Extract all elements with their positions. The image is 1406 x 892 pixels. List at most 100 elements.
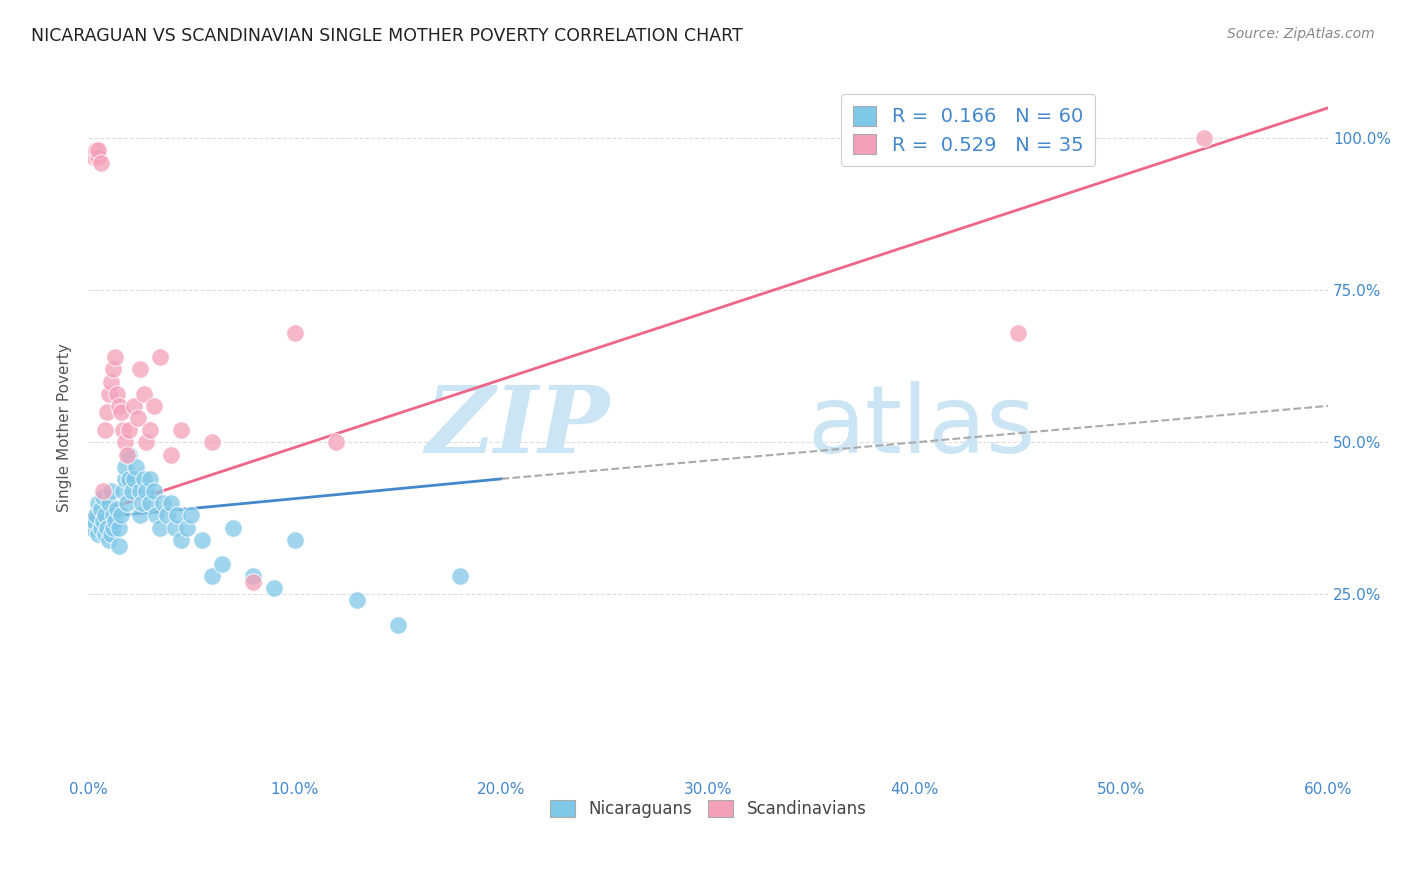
Point xyxy=(170,533,193,547)
Point xyxy=(449,569,471,583)
Point xyxy=(90,520,112,534)
Point xyxy=(156,508,179,523)
Point xyxy=(87,526,110,541)
Point xyxy=(125,459,148,474)
Point xyxy=(97,533,120,547)
Point xyxy=(211,557,233,571)
Point xyxy=(263,582,285,596)
Point xyxy=(96,520,118,534)
Point xyxy=(93,526,115,541)
Point xyxy=(242,575,264,590)
Y-axis label: Single Mother Poverty: Single Mother Poverty xyxy=(58,343,72,512)
Point xyxy=(100,483,122,498)
Point xyxy=(105,502,128,516)
Point xyxy=(108,520,131,534)
Point xyxy=(128,483,150,498)
Text: NICARAGUAN VS SCANDINAVIAN SINGLE MOTHER POVERTY CORRELATION CHART: NICARAGUAN VS SCANDINAVIAN SINGLE MOTHER… xyxy=(31,27,742,45)
Point xyxy=(159,448,181,462)
Point xyxy=(170,423,193,437)
Point xyxy=(132,386,155,401)
Point xyxy=(191,533,214,547)
Point xyxy=(242,569,264,583)
Point xyxy=(110,508,132,523)
Point xyxy=(122,399,145,413)
Point xyxy=(132,472,155,486)
Point xyxy=(135,483,157,498)
Point xyxy=(284,533,307,547)
Point xyxy=(112,483,135,498)
Point xyxy=(139,496,162,510)
Point xyxy=(1007,326,1029,340)
Point xyxy=(112,423,135,437)
Point xyxy=(90,155,112,169)
Point xyxy=(135,435,157,450)
Point xyxy=(114,459,136,474)
Point xyxy=(1192,131,1215,145)
Text: ZIP: ZIP xyxy=(425,382,609,472)
Point xyxy=(110,405,132,419)
Point xyxy=(152,496,174,510)
Point xyxy=(104,515,127,529)
Point xyxy=(114,435,136,450)
Point xyxy=(93,508,115,523)
Point xyxy=(86,508,108,523)
Point xyxy=(201,569,224,583)
Point xyxy=(86,144,108,158)
Point xyxy=(122,472,145,486)
Point xyxy=(91,515,114,529)
Point xyxy=(100,375,122,389)
Point xyxy=(118,423,141,437)
Point xyxy=(87,144,110,158)
Point xyxy=(87,496,110,510)
Point xyxy=(128,362,150,376)
Point xyxy=(93,423,115,437)
Point xyxy=(117,496,139,510)
Point xyxy=(180,508,202,523)
Point xyxy=(83,515,105,529)
Point xyxy=(139,423,162,437)
Point xyxy=(97,386,120,401)
Point xyxy=(97,496,120,510)
Point xyxy=(131,496,153,510)
Point xyxy=(346,593,368,607)
Point xyxy=(284,326,307,340)
Point xyxy=(91,490,114,504)
Point xyxy=(176,520,198,534)
Point xyxy=(128,508,150,523)
Point xyxy=(159,496,181,510)
Point xyxy=(104,350,127,364)
Point xyxy=(143,483,166,498)
Point xyxy=(325,435,347,450)
Point xyxy=(101,508,124,523)
Point xyxy=(163,520,186,534)
Point xyxy=(114,472,136,486)
Point xyxy=(118,472,141,486)
Point xyxy=(82,520,104,534)
Point xyxy=(145,508,167,523)
Legend: Nicaraguans, Scandinavians: Nicaraguans, Scandinavians xyxy=(543,793,873,824)
Point xyxy=(83,149,105,163)
Point xyxy=(96,405,118,419)
Point xyxy=(222,520,245,534)
Text: Source: ZipAtlas.com: Source: ZipAtlas.com xyxy=(1227,27,1375,41)
Point xyxy=(139,472,162,486)
Point xyxy=(201,435,224,450)
Point xyxy=(121,483,143,498)
Point xyxy=(387,617,409,632)
Point xyxy=(108,539,131,553)
Point xyxy=(87,149,110,163)
Point xyxy=(108,399,131,413)
Point xyxy=(118,448,141,462)
Point xyxy=(105,386,128,401)
Point xyxy=(166,508,188,523)
Point xyxy=(127,411,149,425)
Point xyxy=(117,448,139,462)
Point xyxy=(100,526,122,541)
Text: atlas: atlas xyxy=(807,381,1036,473)
Point xyxy=(90,502,112,516)
Point xyxy=(149,350,172,364)
Point xyxy=(91,483,114,498)
Point xyxy=(101,520,124,534)
Point xyxy=(143,399,166,413)
Point xyxy=(101,362,124,376)
